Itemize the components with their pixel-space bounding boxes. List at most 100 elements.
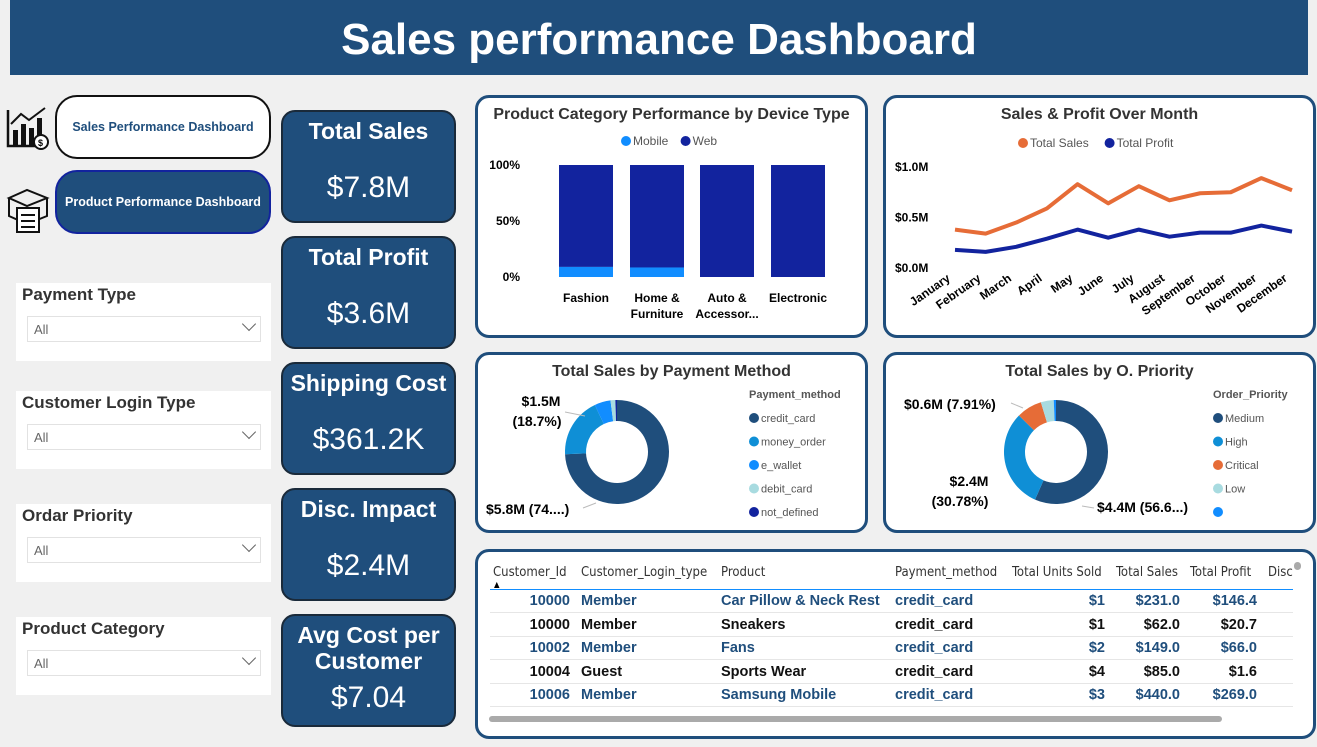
legend-marker <box>1104 138 1115 148</box>
leader-line <box>1081 505 1095 509</box>
legend-label: Low <box>1225 484 1245 496</box>
legend-label: debit_card <box>761 484 812 496</box>
legend-marker <box>1018 138 1028 148</box>
legend-title: Order_Priority <box>1213 389 1288 401</box>
payment-type-dropdown[interactable]: All <box>27 316 261 342</box>
dashboard-header: Sales performance Dashboard <box>10 0 1308 75</box>
order-priority-dropdown[interactable]: All <box>27 537 261 563</box>
kpi-title: Avg Cost per Customer <box>297 622 440 674</box>
header-divider <box>490 589 1293 590</box>
leader-line <box>564 411 586 417</box>
donut-slice <box>1053 400 1056 422</box>
leader-line <box>582 502 597 509</box>
legend-label: Mobile <box>633 134 669 148</box>
legend-marker <box>1213 483 1223 494</box>
x-tick-label: Auto & <box>707 291 747 305</box>
table-cell: $149.0 <box>1135 640 1180 657</box>
table-row[interactable]: 10000 Member Car Pillow & Neck Rest credit_… <box>490 590 1293 613</box>
table-cell: Sports Wear <box>721 663 807 680</box>
sales-dashboard-button[interactable]: Sales Performance Dashboard <box>55 95 271 159</box>
table-cell: $20.7 <box>1220 616 1257 633</box>
column-header[interactable]: Payment_method <box>895 565 998 580</box>
legend-label: money_order <box>761 437 826 449</box>
table-cell: 10000 <box>529 616 570 633</box>
table-cell: credit_card <box>895 687 974 704</box>
table-row[interactable]: 10006 Member Samsung Mobile credit_card $3 $4… <box>490 684 1293 708</box>
product-category-dropdown[interactable]: All <box>27 650 261 676</box>
legend-label: Total Sales <box>1030 136 1089 150</box>
product-dashboard-button[interactable]: Product Performance Dashboard <box>55 170 271 234</box>
x-tick-label: Electronic <box>769 291 827 305</box>
table-cell: $62.0 <box>1143 616 1180 633</box>
sort-ascending-icon[interactable]: ▲ <box>494 580 500 589</box>
kpi-discount-impact: Disc. Impact $2.4M <box>281 488 456 601</box>
vertical-scrollbar[interactable] <box>1294 562 1301 570</box>
y-tick-label: $0.0M <box>895 261 928 275</box>
bar-mobile <box>630 267 684 277</box>
y-tick-label: 50% <box>496 214 520 228</box>
legend-marker <box>1213 436 1223 447</box>
table-cell: credit_card <box>895 593 974 609</box>
table-cell: credit_card <box>895 616 974 633</box>
table-row[interactable]: 10002 Member Fans credit_card $2 $149.0 $66.0 <box>490 637 1293 661</box>
customer-login-type-dropdown[interactable]: All <box>27 424 261 450</box>
donut-slice <box>1035 400 1109 504</box>
table-cell: Member <box>581 616 637 633</box>
legend-marker <box>749 436 759 447</box>
legend-label: Medium <box>1225 413 1264 425</box>
table-cell: 10000 <box>529 593 570 609</box>
bar-web <box>700 165 754 277</box>
table-row[interactable]: 10004 Guest Sports Wear credit_card $4 $85.0 $… <box>490 661 1293 684</box>
x-tick-label: May <box>1048 271 1075 296</box>
kpi-total-sales: Total Sales $7.8M <box>281 110 456 223</box>
table-cell: $1 <box>1088 593 1105 609</box>
column-header[interactable]: Product <box>721 565 766 580</box>
data-label: $0.6M (7.91%) <box>904 396 996 412</box>
data-label: $4.4M (56.6...) <box>1097 499 1188 515</box>
table-cell: Guest <box>581 663 623 680</box>
legend-label: Total Profit <box>1117 136 1174 150</box>
donut-slice <box>594 400 614 424</box>
chart-title: Sales & Profit Over Month <box>1000 106 1199 123</box>
donut-slice <box>610 400 617 422</box>
legend-marker <box>1213 413 1223 423</box>
legend-marker <box>621 136 631 146</box>
column-header[interactable]: Total Profit <box>1190 565 1252 580</box>
data-label: (18.7%) <box>512 413 561 429</box>
chart-title: Total Sales by O. Priority <box>1005 363 1194 380</box>
table-cell: 10002 <box>529 640 570 657</box>
table-cell: $4 <box>1088 663 1105 680</box>
column-header[interactable]: Total Sales <box>1116 565 1178 580</box>
table-cell: Member <box>581 593 637 609</box>
donut-slice <box>1003 415 1044 500</box>
donut-slice <box>565 404 604 455</box>
x-tick-label: Furniture <box>631 307 684 321</box>
slicer-label: Product Category <box>22 619 165 638</box>
bar-web <box>559 165 613 267</box>
column-header[interactable]: Total Units Sold <box>1012 565 1102 580</box>
table-cell: $269.0 <box>1212 687 1257 704</box>
y-tick-label: $0.5M <box>895 211 928 225</box>
kpi-value: $3.6M <box>326 297 411 330</box>
slicer-label: Payment Type <box>22 285 137 304</box>
table-row[interactable]: 10000 Member Sneakers credit_card $1 $62.0 $20… <box>490 614 1293 637</box>
legend-marker <box>1213 507 1223 517</box>
column-header[interactable]: Disc <box>1268 565 1293 580</box>
kpi-value: $361.2K <box>312 423 425 456</box>
legend-marker <box>749 413 759 423</box>
table-cell: credit_card <box>895 663 974 680</box>
y-tick-label: $1.0M <box>895 160 928 174</box>
column-header[interactable]: Customer_Login_type <box>581 565 708 580</box>
legend-marker <box>680 136 691 146</box>
legend-label: not_defined <box>761 507 819 519</box>
horizontal-scrollbar[interactable] <box>489 716 1222 722</box>
column-header[interactable]: Customer_Id <box>493 565 567 580</box>
legend-label: High <box>1225 437 1248 449</box>
table-cell: Samsung Mobile <box>721 687 837 704</box>
kpi-value: $2.4M <box>326 549 411 582</box>
table-cell: $231.0 <box>1135 593 1180 609</box>
sales-chart-icon: $ <box>6 107 49 150</box>
slicer-payment-type: Payment Type All <box>16 283 271 361</box>
kpi-title: Total Sales <box>308 118 429 144</box>
